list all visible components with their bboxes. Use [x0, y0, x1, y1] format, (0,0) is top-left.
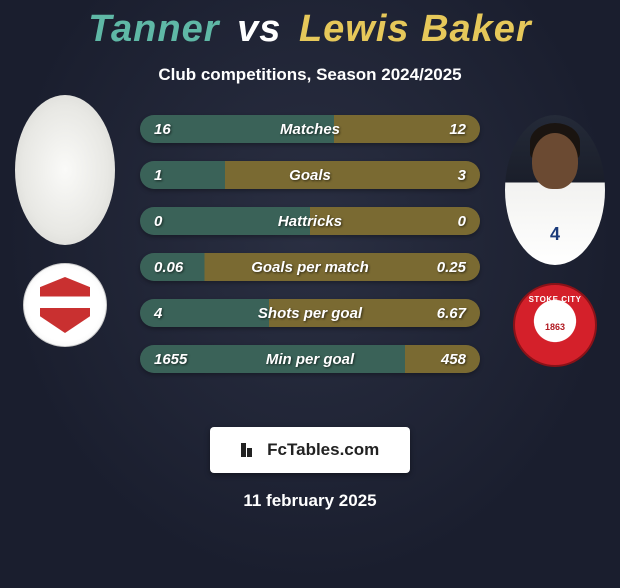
stat-label: Shots per goal — [258, 305, 362, 322]
stat-row: 0 Hattricks 0 — [140, 207, 480, 235]
date-line: 11 february 2025 — [0, 491, 620, 511]
stat-label: Goals — [289, 167, 331, 184]
stat-right-value: 458 — [441, 351, 466, 368]
stat-label: Min per goal — [266, 351, 354, 368]
stat-row: 16 Matches 12 — [140, 115, 480, 143]
stat-label: Matches — [280, 121, 340, 138]
stat-right-value: 12 — [449, 121, 466, 138]
player2-photo — [505, 115, 605, 265]
stat-left-value: 16 — [154, 121, 171, 138]
player2-name: Lewis Baker — [299, 8, 532, 50]
stats-bars: 16 Matches 12 1 Goals 3 0 Hattricks 0 0.06 Goals p… — [140, 115, 480, 391]
stat-label: Hattricks — [278, 213, 342, 230]
stat-right-value: 6.67 — [437, 305, 466, 322]
comparison-title: Tanner vs Lewis Baker — [0, 8, 620, 51]
stat-row: 0.06 Goals per match 0.25 — [140, 253, 480, 281]
player1-name: Tanner — [88, 8, 219, 50]
stat-right-value: 0.25 — [437, 259, 466, 276]
stat-right-value: 3 — [458, 167, 466, 184]
stat-left-value: 4 — [154, 305, 162, 322]
player2-club-badge-icon — [513, 283, 597, 367]
right-column — [500, 115, 610, 367]
content-area: 16 Matches 12 1 Goals 3 0 Hattricks 0 0.06 Goals p… — [0, 115, 620, 415]
stat-row: 1655 Min per goal 458 — [140, 345, 480, 373]
photo-head — [532, 133, 578, 189]
player1-photo — [15, 95, 115, 245]
brand-badge[interactable]: FcTables.com — [210, 427, 410, 473]
stat-left-value: 1 — [154, 167, 162, 184]
subtitle: Club competitions, Season 2024/2025 — [0, 65, 620, 85]
player1-club-badge-icon — [23, 263, 107, 347]
stat-row: 1 Goals 3 — [140, 161, 480, 189]
brand-chart-icon — [241, 443, 259, 457]
vs-label: vs — [237, 8, 281, 50]
stat-row: 4 Shots per goal 6.67 — [140, 299, 480, 327]
brand-text: FcTables.com — [267, 440, 379, 459]
stat-left-value: 1655 — [154, 351, 187, 368]
stat-right-value: 0 — [458, 213, 466, 230]
stat-label: Goals per match — [251, 259, 369, 276]
left-column — [10, 115, 120, 347]
stat-left-value: 0.06 — [154, 259, 183, 276]
stat-left-value: 0 — [154, 213, 162, 230]
